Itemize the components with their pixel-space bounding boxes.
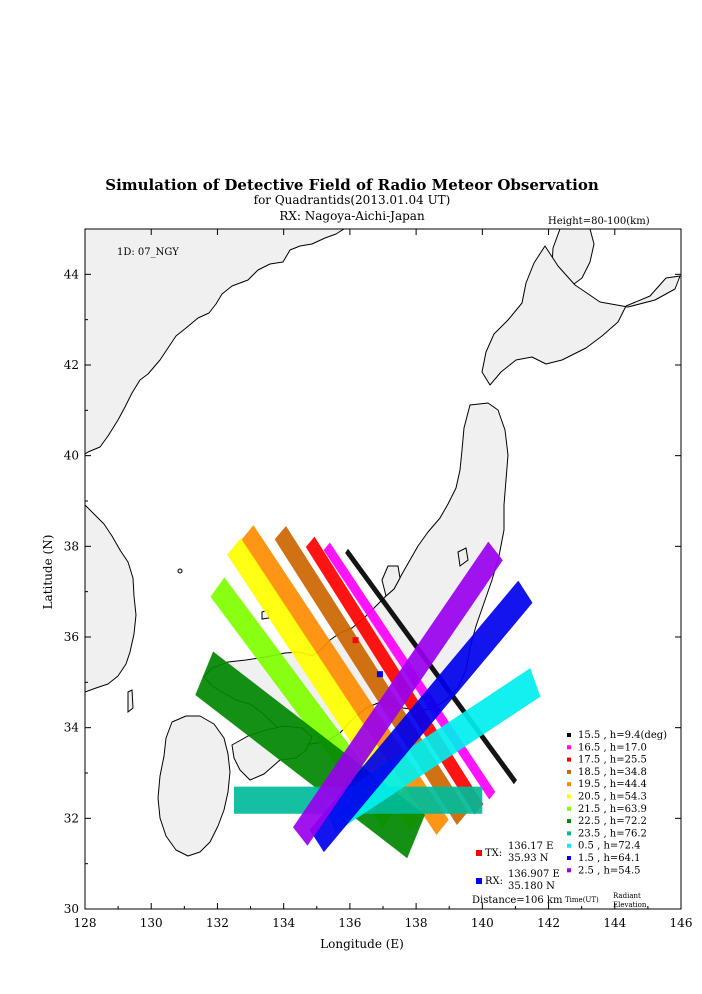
rx-station-marker <box>376 671 383 678</box>
x-axis: 128 130 132 134 136 138 140 142 144 146 <box>74 229 693 930</box>
x-tick-label: 140 <box>471 916 494 930</box>
y-tick-label: 44 <box>64 267 80 281</box>
chart-subtitle: for Quadrantids(2013.01.04 UT) <box>254 193 451 207</box>
ulleung-island <box>177 568 183 574</box>
legend-entry-4: 19.5 , h=44.4 <box>578 779 647 790</box>
station-id: 1D: 07_NGY <box>117 247 179 258</box>
station-info: TX: 136.17 E 35.93 N RX: 136.907 E 35.18… <box>472 841 647 909</box>
legend-entry-11: 2.5 , h=54.5 <box>578 865 641 876</box>
y-tick-label: 34 <box>64 721 80 735</box>
legend-swatch-9 <box>567 843 571 848</box>
detection-swaths <box>195 525 541 859</box>
legend-swatch-5 <box>567 794 571 799</box>
legend-swatch-7 <box>567 819 571 824</box>
x-tick-label: 142 <box>537 916 560 930</box>
kyushu-landmass <box>157 715 231 857</box>
y-tick-label: 38 <box>64 539 79 553</box>
x-axis-label: Longitude (E) <box>320 937 404 951</box>
swath-10 <box>309 580 533 853</box>
legend-entry-10: 1.5 , h=64.1 <box>578 853 641 864</box>
legend-entry-7: 22.5 , h=72.2 <box>578 816 647 827</box>
legend-swatch-1 <box>567 745 571 750</box>
swath-9 <box>325 668 541 833</box>
x-tick-label: 134 <box>272 916 295 930</box>
mainland-landmass <box>85 229 345 455</box>
legend-swatch-11 <box>567 868 571 873</box>
legend-entry-2: 17.5 , h=25.5 <box>578 755 647 766</box>
legend-swatch-3 <box>567 769 571 774</box>
legend-swatch-2 <box>567 757 571 762</box>
height-note: Height=80-100(km) <box>548 216 650 227</box>
rx-legend-swatch <box>476 878 482 884</box>
distance-note: Distance=106 km <box>472 895 563 906</box>
rx-latitude: 35.180 N <box>508 881 555 892</box>
rx-longitude: 136.907 E <box>508 869 560 880</box>
legend-swatch-8 <box>567 831 571 836</box>
y-tick-label: 30 <box>64 902 79 916</box>
sado-island <box>457 547 469 567</box>
legend-elevation-caption: Elevation <box>613 901 647 909</box>
y-tick-label: 42 <box>64 358 79 372</box>
legend-swatch-4 <box>567 782 571 787</box>
chart-title: Simulation of Detective Field of Radio M… <box>105 176 599 194</box>
tx-latitude: 35.93 N <box>508 853 549 864</box>
tsushima-island <box>127 689 134 714</box>
x-tick-label: 144 <box>603 916 626 930</box>
legend-entry-8: 23.5 , h=76.2 <box>578 828 647 839</box>
legend: 15.5 , h=9.4(deg)16.5 , h=17.0 17.5 , h=2… <box>567 730 667 876</box>
receiver-line: RX: Nagoya-Aichi-Japan <box>279 209 425 223</box>
x-tick-label: 128 <box>74 916 97 930</box>
y-tick-label: 40 <box>64 449 79 463</box>
x-tick-label: 146 <box>670 916 693 930</box>
legend-entry-3: 18.5 , h=34.8 <box>578 767 647 778</box>
x-tick-label: 138 <box>405 916 428 930</box>
x-tick-label: 132 <box>206 916 229 930</box>
x-tick-label: 130 <box>140 916 163 930</box>
legend-swatch-0 <box>567 733 571 737</box>
hokkaido-landmass <box>481 245 681 386</box>
y-tick-label: 32 <box>64 811 79 825</box>
rx-label: RX: <box>485 876 503 887</box>
legend-swatch-10 <box>567 856 571 860</box>
tx-longitude: 136.17 E <box>508 841 553 852</box>
korea-landmass <box>85 504 137 693</box>
y-axis-label: Latitude (N) <box>41 535 55 610</box>
tx-label: TX: <box>485 848 502 859</box>
y-axis: 30 32 34 36 38 40 42 44 <box>64 267 681 916</box>
tx-station-marker <box>352 637 359 644</box>
legend-entry-9: 0.5 , h=72.4 <box>578 841 641 852</box>
legend-entry-5: 20.5 , h=54.3 <box>578 792 647 803</box>
y-tick-label: 36 <box>64 630 79 644</box>
x-tick-label: 136 <box>338 916 361 930</box>
legend-swatch-6 <box>567 806 571 811</box>
legend-time-caption: Time(UT) <box>565 896 599 904</box>
tx-legend-swatch <box>476 850 482 856</box>
legend-entry-6: 21.5 , h=63.9 <box>578 804 647 815</box>
legend-radiant-caption: Radiant <box>613 892 641 900</box>
noto-peninsula <box>381 565 401 597</box>
swath-11 <box>293 541 503 846</box>
legend-entry-1: 16.5 , h=17.0 <box>578 742 647 753</box>
legend-entry-0: 15.5 , h=9.4(deg) <box>578 730 667 741</box>
